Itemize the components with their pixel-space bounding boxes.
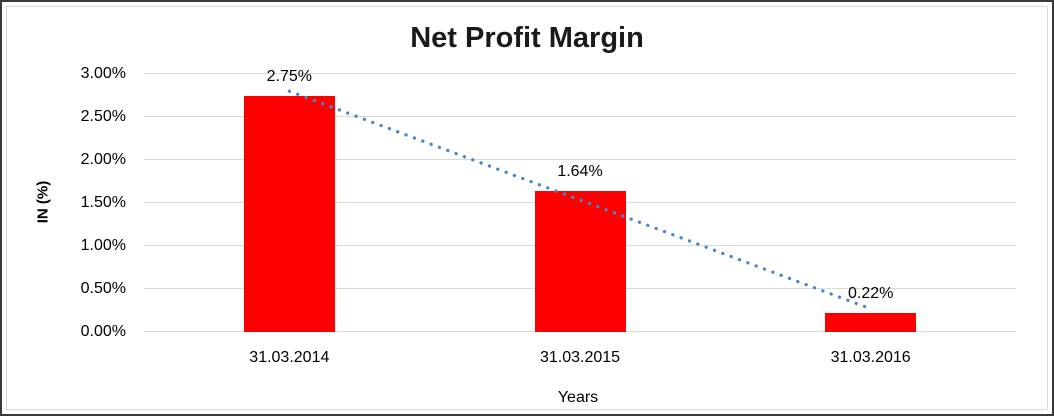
y-axis-tick-label: 3.00% [80, 65, 126, 82]
bar-data-label: 0.22% [847, 285, 894, 303]
x-axis-category-label: 31.03.2014 [249, 349, 330, 366]
y-axis-tick-label: 2.00% [80, 151, 126, 168]
bar [243, 95, 335, 332]
x-axis-category-label: 31.03.2016 [830, 349, 911, 366]
y-axis-tick-label: 1.50% [80, 194, 126, 211]
bar-data-label: 1.64% [557, 162, 603, 180]
y-axis-tick-label: 0.50% [80, 280, 126, 297]
gridline [144, 73, 1016, 74]
bar [825, 313, 917, 332]
y-axis-tick-label: 2.50% [80, 108, 126, 125]
chart-title: Net Profit Margin [410, 22, 644, 54]
x-axis-category-label: 31.03.2015 [539, 349, 621, 366]
y-axis-tick-label: 0.00% [80, 323, 126, 340]
bar-data-label: 2.75% [266, 67, 313, 85]
x-axis-title: Years [557, 389, 599, 406]
bar [534, 190, 626, 332]
y-axis-tick-label: 1.00% [80, 237, 126, 254]
